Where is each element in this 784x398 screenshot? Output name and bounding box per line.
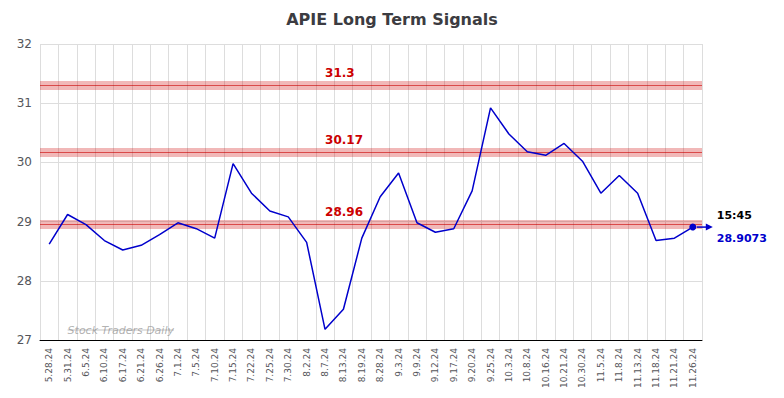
svg-text:30: 30 (17, 155, 32, 169)
svg-text:30.17: 30.17 (325, 133, 363, 147)
svg-text:8.7.24: 8.7.24 (320, 348, 330, 377)
svg-text:11.13.24: 11.13.24 (633, 348, 643, 388)
svg-text:28: 28 (17, 274, 32, 288)
svg-text:7.15.24: 7.15.24 (228, 348, 238, 383)
svg-text:11.18.24: 11.18.24 (651, 348, 661, 388)
svg-text:Stock Traders Daily: Stock Traders Daily (68, 324, 175, 337)
svg-text:11.26.24: 11.26.24 (688, 348, 698, 388)
svg-text:7.30.24: 7.30.24 (283, 348, 293, 383)
svg-text:10.3.24: 10.3.24 (504, 348, 514, 383)
svg-text:11.8.24: 11.8.24 (614, 348, 624, 383)
svg-text:9.3.24: 9.3.24 (394, 348, 404, 377)
svg-text:9.12.24: 9.12.24 (430, 348, 440, 383)
svg-text:9.25.24: 9.25.24 (486, 348, 496, 383)
svg-text:31.3: 31.3 (325, 66, 355, 80)
svg-text:7.1.24: 7.1.24 (173, 348, 183, 377)
svg-text:5.28.24: 5.28.24 (44, 348, 54, 383)
svg-text:6.10.24: 6.10.24 (99, 348, 109, 383)
svg-text:7.10.24: 7.10.24 (210, 348, 220, 383)
svg-text:8.2.24: 8.2.24 (302, 348, 312, 377)
svg-text:9.20.24: 9.20.24 (467, 348, 477, 383)
svg-text:7.5.24: 7.5.24 (191, 348, 201, 377)
svg-text:28.96: 28.96 (325, 205, 363, 219)
svg-text:9.9.24: 9.9.24 (412, 348, 422, 377)
svg-text:7.22.24: 7.22.24 (246, 348, 256, 383)
svg-text:6.5.24: 6.5.24 (81, 348, 91, 377)
svg-text:32: 32 (17, 37, 32, 51)
svg-text:28.9073: 28.9073 (717, 232, 767, 245)
svg-text:10.8.24: 10.8.24 (522, 348, 532, 383)
svg-text:11.5.24: 11.5.24 (596, 348, 606, 383)
svg-text:6.17.24: 6.17.24 (118, 348, 128, 383)
svg-text:8.13.24: 8.13.24 (338, 348, 348, 383)
svg-text:29: 29 (17, 215, 32, 229)
svg-text:8.19.24: 8.19.24 (357, 348, 367, 383)
svg-text:6.21.24: 6.21.24 (136, 348, 146, 383)
svg-text:APIE Long Term Signals: APIE Long Term Signals (286, 10, 498, 29)
svg-text:31: 31 (17, 96, 32, 110)
svg-text:7.25.24: 7.25.24 (265, 348, 275, 383)
svg-text:10.30.24: 10.30.24 (577, 348, 587, 388)
svg-text:9.17.24: 9.17.24 (449, 348, 459, 383)
svg-text:8.28.24: 8.28.24 (375, 348, 385, 383)
svg-text:27: 27 (17, 333, 32, 347)
svg-text:10.21.24: 10.21.24 (559, 348, 569, 388)
svg-text:5.31.24: 5.31.24 (63, 348, 73, 383)
svg-text:10.16.24: 10.16.24 (541, 348, 551, 388)
svg-text:11.21.24: 11.21.24 (669, 348, 679, 388)
svg-text:15:45: 15:45 (717, 209, 752, 222)
svg-text:6.26.24: 6.26.24 (155, 348, 165, 383)
